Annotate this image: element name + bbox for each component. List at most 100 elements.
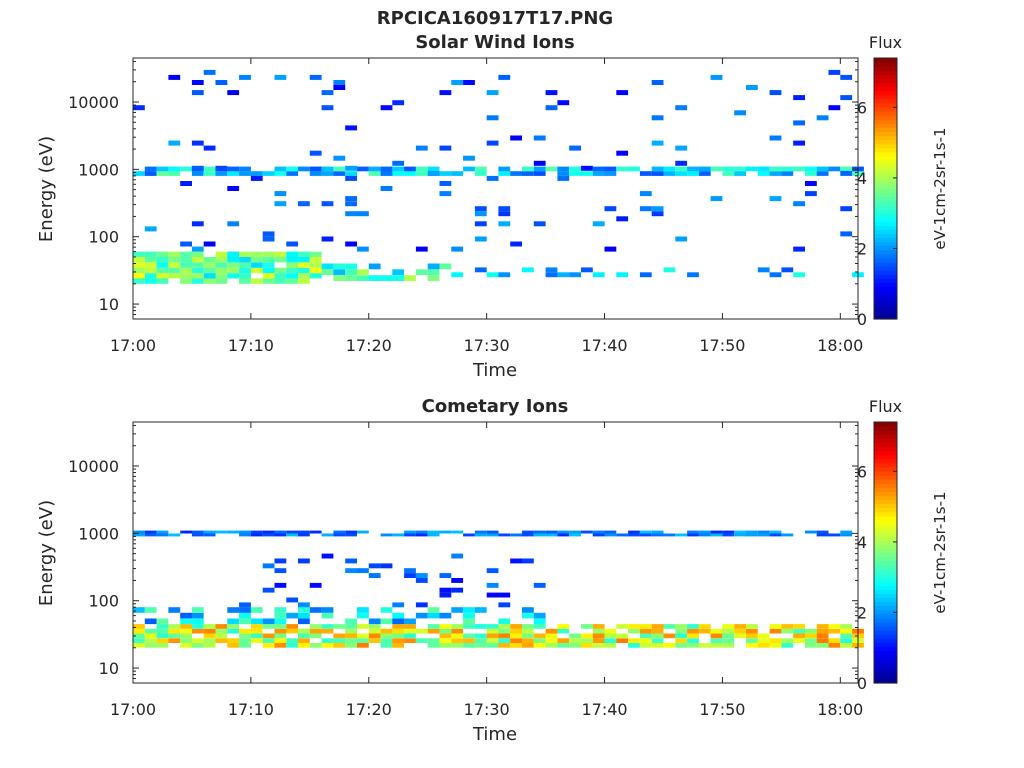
heatmap-cell <box>404 171 416 176</box>
heatmap-cell <box>569 638 581 643</box>
heatmap-cell <box>757 533 770 537</box>
heatmap-cell <box>215 251 228 257</box>
heatmap-cell <box>239 166 251 172</box>
heatmap-cell <box>769 530 782 534</box>
heatmap-cell <box>333 638 346 643</box>
heatmap-cell <box>604 643 617 648</box>
heatmap-cell <box>156 171 169 176</box>
heatmap-cell <box>616 272 629 278</box>
heatmap-cell <box>415 612 428 619</box>
heatmap-cell <box>286 241 299 247</box>
heatmap-cell <box>227 624 240 629</box>
heatmap-cell <box>168 638 181 643</box>
heatmap-cell <box>286 273 299 279</box>
heatmap-cell <box>180 181 192 186</box>
colorbar-segment <box>874 662 897 668</box>
heatmap-cell <box>298 628 310 634</box>
heatmap-cell <box>392 612 405 619</box>
heatmap-cell <box>663 166 676 172</box>
heatmap-cell <box>345 165 357 171</box>
heatmap-cell <box>368 275 381 281</box>
heatmap-cell <box>533 638 546 643</box>
heatmap-cell <box>144 628 157 634</box>
heatmap-cell <box>710 638 723 643</box>
colorbar-segment <box>874 483 897 488</box>
heatmap-cell <box>805 530 817 534</box>
heatmap-cell <box>321 612 334 619</box>
heatmap-cell <box>298 633 310 639</box>
heatmap-cell <box>415 530 428 534</box>
heatmap-cell <box>793 624 805 629</box>
heatmap-cell <box>144 226 157 232</box>
heatmap-cell <box>274 607 287 613</box>
heatmap-cell <box>628 643 640 648</box>
heatmap-cell <box>557 638 570 643</box>
colorbar-segment <box>874 544 897 550</box>
heatmap-cell <box>168 171 181 176</box>
heatmap-cell <box>333 269 346 276</box>
heatmap-cell <box>486 638 499 643</box>
heatmap-cell <box>734 633 746 639</box>
heatmap-cell <box>734 110 746 116</box>
heatmap-cell <box>805 633 817 639</box>
heatmap-cell <box>203 241 216 247</box>
heatmap-cell <box>239 602 251 608</box>
heatmap-cell <box>628 628 640 634</box>
heatmap-cell <box>427 530 440 534</box>
heatmap-cell <box>451 638 464 643</box>
colorbar-tick-label: 2 <box>857 239 867 258</box>
colorbar-segment <box>874 212 897 218</box>
heatmap-cell <box>522 628 534 634</box>
heatmap-cell <box>474 624 487 629</box>
heatmap-cell <box>321 533 334 537</box>
colorbar-segment <box>874 515 897 521</box>
heatmap-cell <box>439 624 452 629</box>
heatmap-cell <box>321 607 334 613</box>
colorbar-segment <box>874 123 897 128</box>
colorbar-segment <box>874 176 897 181</box>
heatmap-cell <box>474 267 487 273</box>
heatmap-cell <box>250 618 263 625</box>
colorbar-segment <box>874 115 897 120</box>
heatmap-cell <box>840 74 853 80</box>
heatmap-cell <box>581 643 593 648</box>
heatmap-cell <box>133 251 145 257</box>
heatmap-cell <box>191 267 204 274</box>
heatmap-cell <box>510 633 522 639</box>
heatmap-cell <box>533 160 546 166</box>
heatmap-cell <box>687 533 699 537</box>
heatmap-cell <box>309 582 322 588</box>
heatmap-cell <box>710 74 723 80</box>
heatmap-cell <box>746 85 758 90</box>
heatmap-cell <box>746 166 758 172</box>
colorbar-segment <box>874 90 897 96</box>
heatmap-cell <box>451 171 464 176</box>
heatmap-cell <box>286 257 299 263</box>
heatmap-cell <box>333 171 346 176</box>
heatmap-cell <box>368 624 381 629</box>
heatmap-cell <box>474 533 487 537</box>
heatmap-cell <box>404 275 416 281</box>
colorbar-segment <box>874 576 897 582</box>
heatmap-cell <box>639 638 652 643</box>
colorbar-segment <box>874 634 897 639</box>
heatmap-cell <box>651 533 664 537</box>
heatmap-cell <box>746 628 758 634</box>
heatmap-cell <box>250 262 263 268</box>
colorbar-segment <box>874 265 897 271</box>
colorbar-segment <box>874 589 897 594</box>
heatmap-cell <box>156 262 169 268</box>
heatmap-cell <box>274 171 287 176</box>
heatmap-cell <box>368 628 381 634</box>
heatmap-cell <box>439 263 452 270</box>
heatmap-cell <box>816 633 829 639</box>
heatmap-cell <box>191 638 204 643</box>
heatmap-cell <box>357 269 369 276</box>
heatmap-cell <box>180 643 192 648</box>
y-axis: 10 100 1000 10000 <box>68 60 858 320</box>
colorbar-segment <box>874 192 897 198</box>
colorbar-title: Flux <box>869 33 902 52</box>
heatmap-cell <box>333 85 346 90</box>
heatmap-cell <box>510 628 522 634</box>
colorbar-tick-label: 2 <box>857 603 867 622</box>
